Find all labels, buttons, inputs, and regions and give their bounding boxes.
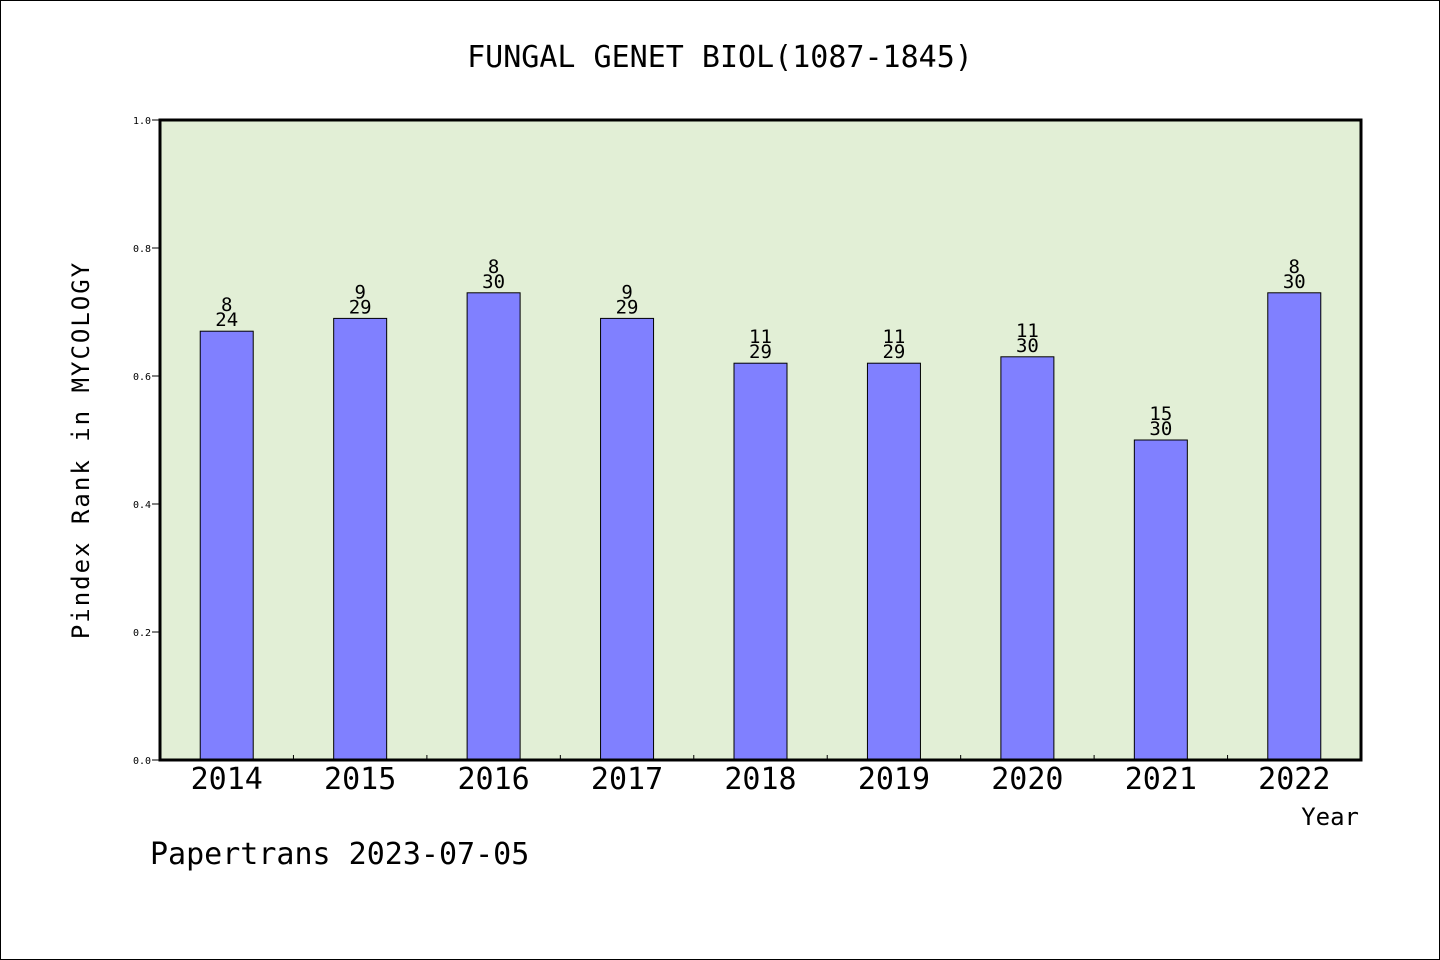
bar-total-label: 29 (882, 341, 905, 363)
x-tick-label: 2022 (1258, 762, 1330, 797)
chart-title: FUNGAL GENET BIOL(1087-1845) (467, 40, 973, 75)
bar (199, 330, 254, 761)
x-axis-label: Year (1301, 803, 1359, 831)
footer-credit: Papertrans 2023-07-05 (150, 837, 529, 872)
bar (600, 317, 655, 761)
bar-total-label: 30 (1016, 335, 1039, 357)
y-tick-label: 0.6 (133, 372, 151, 383)
y-tick-label: 1.0 (133, 116, 151, 127)
y-tick-label: 0.4 (133, 500, 151, 511)
y-tick-label: 0.2 (133, 628, 151, 639)
x-tick-label: 2018 (724, 762, 796, 797)
x-axis: 2014 2015 2016 2017 2018 2019 2020 2021 2022 (191, 755, 1330, 797)
x-tick-label: 2021 (1125, 762, 1197, 797)
y-tick-label: 0.0 (133, 756, 151, 767)
y-tick-label: 0.8 (133, 244, 151, 255)
bar (333, 317, 388, 761)
y-axis-label: Pindex Rank in MYCOLOGY (67, 261, 95, 639)
bar-total-label: 29 (616, 296, 639, 318)
bar-rank-label: 9 (621, 281, 632, 303)
bar-rank-label: 8 (221, 294, 232, 316)
plot-border (158, 118, 1363, 762)
bar-total-label: 24 (215, 309, 238, 331)
bar (1000, 356, 1055, 761)
bar (733, 362, 788, 761)
bar-total-label: 30 (1149, 418, 1172, 440)
bar (466, 292, 521, 761)
bar-rank-label: 8 (488, 256, 499, 278)
x-tick-label: 2016 (457, 762, 529, 797)
bar-total-label: 29 (349, 296, 372, 318)
bar (1267, 292, 1322, 761)
bar-rank-label: 11 (882, 326, 905, 348)
y-axis: 0.0 0.2 0.4 0.6 0.8 1.0 (133, 116, 160, 767)
bar (866, 362, 921, 761)
bar-rank-label: 15 (1149, 403, 1172, 425)
bar-total-label: 30 (1283, 271, 1306, 293)
bar-total-label: 30 (482, 271, 505, 293)
bar-rank-label: 8 (1289, 256, 1300, 278)
x-tick-label: 2015 (324, 762, 396, 797)
bar-total-label: 29 (749, 341, 772, 363)
x-tick-label: 2017 (591, 762, 663, 797)
x-tick-label: 2019 (858, 762, 930, 797)
x-tick-label: 2020 (991, 762, 1063, 797)
bar-rank-label: 9 (354, 281, 365, 303)
bar (1133, 439, 1188, 761)
x-tick-label: 2014 (191, 762, 263, 797)
bar-rank-label: 11 (1016, 320, 1039, 342)
bar-rank-label: 11 (749, 326, 772, 348)
